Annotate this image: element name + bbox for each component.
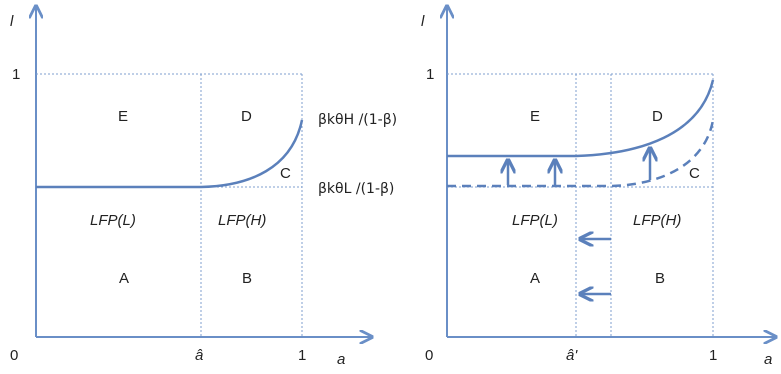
- right-new-frontier-curve: [447, 79, 715, 158]
- left-origin-label: 0: [10, 347, 18, 364]
- left-y-axis-label: l: [10, 13, 14, 30]
- right-region-c: C: [689, 165, 700, 182]
- right-x-tick-1: 1: [709, 347, 717, 364]
- right-region-b: B: [655, 270, 665, 287]
- right-lfp-high-label: LFP(H): [633, 212, 681, 229]
- upper-threshold-label: βkθH /(1-β): [318, 112, 397, 128]
- right-y-tick-1: 1: [426, 66, 434, 83]
- right-x-axis-label: a: [764, 351, 772, 368]
- left-panel: l a 0 1 â 1 E D C LFP(L) LFP(H) A B βkθH…: [10, 6, 397, 368]
- right-region-e: E: [530, 108, 540, 125]
- right-x-tick-ahat-prime: â': [566, 347, 578, 364]
- left-region-a: A: [119, 270, 129, 287]
- right-lfp-low-label: LFP(L): [512, 212, 558, 229]
- right-region-a: A: [530, 270, 540, 287]
- right-old-frontier-curve: [447, 119, 715, 188]
- left-region-c: C: [280, 165, 291, 182]
- left-x-axis-label: a: [337, 351, 345, 368]
- left-x-tick-ahat: â: [195, 347, 203, 364]
- right-origin-label: 0: [425, 347, 433, 364]
- left-x-tick-1: 1: [298, 347, 306, 364]
- lower-threshold-label: βkθL /(1-β): [318, 181, 394, 197]
- left-lfp-low-label: LFP(L): [90, 212, 136, 229]
- left-region-e: E: [118, 108, 128, 125]
- left-y-tick-1: 1: [12, 66, 20, 83]
- right-y-axis-label: l: [421, 13, 425, 30]
- left-region-b: B: [242, 270, 252, 287]
- left-lfp-high-label: LFP(H): [218, 212, 266, 229]
- right-region-d: D: [652, 108, 663, 125]
- right-panel: l a 0 1 â' 1 E D C LFP(L) LFP(H) A B: [421, 6, 776, 368]
- left-region-d: D: [241, 108, 252, 125]
- left-frontier-curve: [36, 119, 304, 189]
